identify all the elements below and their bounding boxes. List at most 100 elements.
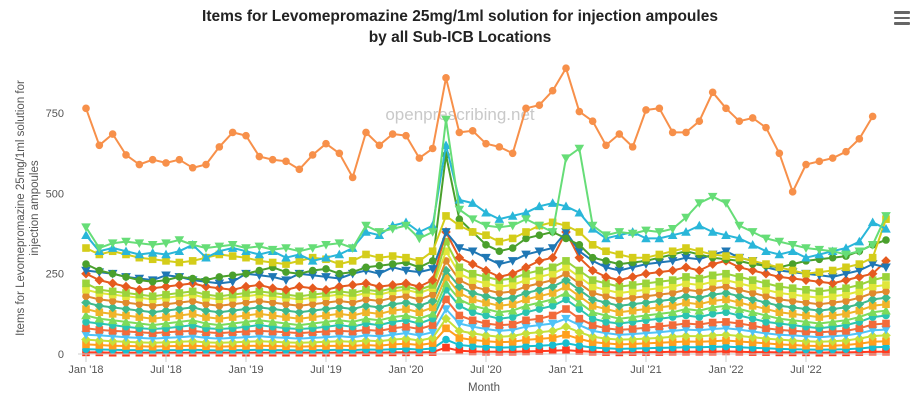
data-point[interactable] [455,263,464,272]
data-point[interactable] [615,130,624,138]
data-point[interactable] [254,242,265,252]
data-point[interactable] [575,279,584,288]
data-point[interactable] [575,314,584,323]
data-point[interactable] [842,297,850,305]
data-point[interactable] [161,334,171,343]
data-point[interactable] [575,228,584,236]
data-point[interactable] [481,325,491,334]
data-point[interactable] [855,339,864,348]
data-point[interactable] [535,279,544,288]
data-point[interactable] [561,275,571,285]
data-point[interactable] [561,321,571,332]
data-point[interactable] [748,114,757,122]
series[interactable] [81,115,891,260]
data-point[interactable] [415,257,424,265]
data-point[interactable] [587,265,598,276]
data-point[interactable] [361,335,371,346]
data-point[interactable] [495,282,504,291]
data-point[interactable] [734,304,745,313]
data-point[interactable] [562,263,570,272]
data-point[interactable] [641,268,651,279]
data-point[interactable] [467,215,478,224]
data-point[interactable] [842,263,850,272]
data-point[interactable] [175,327,184,336]
data-point[interactable] [681,291,691,301]
data-point[interactable] [187,332,198,342]
data-point[interactable] [562,282,570,291]
data-point[interactable] [255,327,264,335]
data-point[interactable] [295,292,304,300]
data-point[interactable] [108,310,117,318]
data-point[interactable] [735,253,744,262]
data-point[interactable] [788,290,797,299]
data-point[interactable] [761,297,771,308]
data-point[interactable] [82,279,90,288]
data-point[interactable] [521,322,531,332]
data-point[interactable] [374,228,385,237]
data-point[interactable] [455,215,464,223]
data-point[interactable] [81,310,91,320]
data-point[interactable] [82,305,90,313]
data-point[interactable] [494,331,505,342]
data-point[interactable] [508,149,517,158]
data-point[interactable] [427,275,438,285]
data-point[interactable] [722,336,730,345]
data-point[interactable] [335,327,344,335]
data-point[interactable] [788,188,797,196]
data-point[interactable] [188,297,197,305]
data-point[interactable] [761,268,771,279]
data-point[interactable] [441,278,451,288]
data-point[interactable] [454,244,465,253]
data-point[interactable] [362,295,370,304]
data-point[interactable] [881,325,891,335]
data-point[interactable] [507,331,518,341]
data-point[interactable] [242,131,250,140]
data-point[interactable] [481,221,491,231]
data-point[interactable] [562,64,570,73]
data-point[interactable] [815,294,824,302]
data-point[interactable] [682,347,690,356]
data-point[interactable] [334,249,345,259]
data-point[interactable] [147,241,158,250]
data-point[interactable] [734,262,745,273]
data-point[interactable] [107,278,118,289]
data-point[interactable] [468,269,477,278]
data-point[interactable] [535,101,544,109]
data-point[interactable] [841,275,851,285]
data-point[interactable] [854,236,865,246]
data-point[interactable] [482,241,490,249]
data-point[interactable] [548,276,557,284]
data-point[interactable] [588,276,597,284]
data-point[interactable] [374,269,385,279]
data-point[interactable] [602,292,610,301]
data-point[interactable] [401,278,411,289]
data-point[interactable] [627,299,638,310]
data-point[interactable] [668,321,677,329]
data-point[interactable] [95,266,104,275]
data-point[interactable] [708,337,717,345]
data-point[interactable] [334,315,345,325]
data-point[interactable] [841,243,851,252]
data-point[interactable] [881,305,891,315]
data-point[interactable] [481,265,491,276]
data-point[interactable] [202,300,210,309]
data-point[interactable] [575,292,584,300]
data-point[interactable] [735,311,744,320]
data-point[interactable] [722,347,730,356]
data-point[interactable] [722,269,730,278]
data-point[interactable] [735,279,744,288]
data-point[interactable] [414,268,425,277]
data-point[interactable] [215,314,224,323]
data-point[interactable] [588,289,597,297]
series[interactable] [82,295,890,337]
data-point[interactable] [268,327,277,336]
data-point[interactable] [495,237,504,246]
data-point[interactable] [362,263,370,272]
data-point[interactable] [548,302,557,310]
data-point[interactable] [722,104,730,113]
data-point[interactable] [547,319,558,329]
data-point[interactable] [735,319,744,328]
data-point[interactable] [628,294,637,302]
data-point[interactable] [722,252,730,260]
data-point[interactable] [642,292,650,301]
